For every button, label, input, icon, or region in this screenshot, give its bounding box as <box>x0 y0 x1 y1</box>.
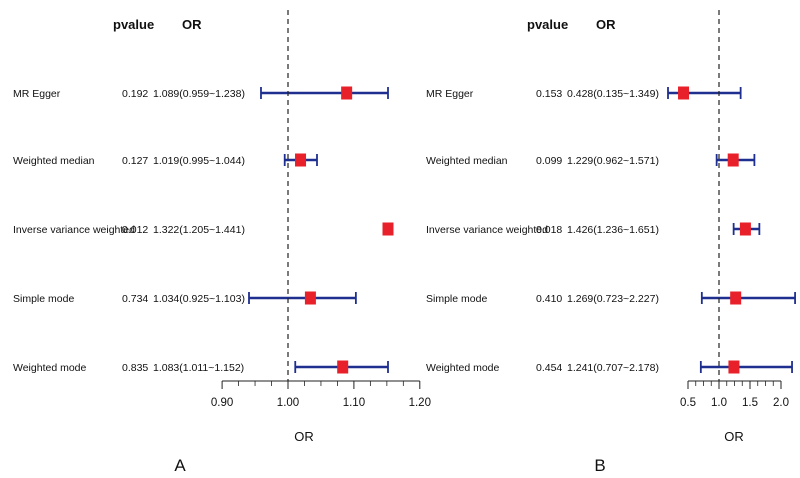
panel-a-x-axis-title: OR <box>294 429 314 444</box>
panel-a-method-label: Weighted median <box>13 155 95 167</box>
panel-b-pvalue: 0.099 <box>536 155 562 167</box>
panel-b-tick-label: 0.5 <box>680 397 696 409</box>
panel-b-x-axis: 0.5 1.0 1.5 2.0 <box>680 10 789 409</box>
panel-a-pvalue: 0.127 <box>122 155 148 167</box>
panel-a: pvalue OR OR A MR Egger 0.192 1.089(0.959~… <box>13 10 431 475</box>
panel-b-tick-label: 1.0 <box>711 397 727 409</box>
panel-a-pvalue-header: pvalue <box>113 17 154 32</box>
panel-a-point-estimate <box>341 86 353 100</box>
panel-b-pvalue: 0.018 <box>536 224 562 236</box>
panel-a-or-ci-text: 1.089(0.959~1.238) <box>153 88 245 100</box>
panel-b: pvalue OR OR B MR Egger 0.153 0.428(0.135~… <box>426 10 796 475</box>
panel-b-point-estimate <box>730 291 742 305</box>
panel-a-label: A <box>174 456 186 475</box>
panel-b-method-label: Weighted median <box>426 155 508 167</box>
panel-b-x-axis-title: OR <box>724 429 744 444</box>
panel-a-or-ci-text: 1.019(0.995~1.044) <box>153 155 245 167</box>
panel-a-pvalue: 0.192 <box>122 88 148 100</box>
panel-b-pvalue: 0.410 <box>536 293 562 305</box>
panel-b-pvalue-header: pvalue <box>527 17 568 32</box>
panel-b-or-ci-text: 0.428(0.135~1.349) <box>567 88 659 100</box>
panel-b-row: MR Egger 0.153 0.428(0.135~1.349) <box>426 86 742 100</box>
panel-a-tick-label: 1.00 <box>277 397 299 409</box>
panel-a-tick-label: 0.90 <box>211 397 233 409</box>
panel-a-tick-label: 1.20 <box>409 397 431 409</box>
panel-a-or-ci-text: 1.034(0.925~1.103) <box>153 293 245 305</box>
panel-b-row: Weighted mode 0.454 1.241(0.707~2.178) <box>426 360 793 374</box>
panel-b-or-ci-text: 1.229(0.962~1.571) <box>567 155 659 167</box>
panel-b-label: B <box>594 456 605 475</box>
panel-a-point-estimate <box>295 153 307 167</box>
panel-b-tick-label: 1.5 <box>742 397 758 409</box>
panel-b-method-label: Weighted mode <box>426 362 500 374</box>
panel-a-row: MR Egger 0.192 1.089(0.959~1.238) <box>13 86 389 100</box>
panel-b-point-estimate <box>739 222 751 236</box>
panel-a-pvalue: 0.835 <box>122 362 148 374</box>
panel-b-row: Weighted median 0.099 1.229(0.962~1.571) <box>426 153 756 167</box>
panel-a-x-axis: 0.90 1.00 1.10 1.20 <box>211 10 431 409</box>
panel-b-pvalue: 0.153 <box>536 88 562 100</box>
panel-b-or-ci-text: 1.426(1.236~1.651) <box>567 224 659 236</box>
panel-a-tick-label: 1.10 <box>343 397 365 409</box>
panel-a-method-label: Simple mode <box>13 293 74 305</box>
panel-b-or-ci-text: 1.241(0.707~2.178) <box>567 362 659 374</box>
panel-b-method-label: MR Egger <box>426 88 474 100</box>
panel-a-point-estimate <box>304 291 316 305</box>
panel-a-method-label: Inverse variance weighted <box>13 224 135 236</box>
panel-a-method-label: Weighted mode <box>13 362 87 374</box>
panel-b-point-estimate <box>727 153 739 167</box>
panel-b-method-label: Simple mode <box>426 293 487 305</box>
panel-b-point-estimate <box>728 360 740 374</box>
panel-b-or-header: OR <box>596 17 616 32</box>
panel-b-rows: MR Egger 0.153 0.428(0.135~1.349) Weighted … <box>426 86 796 374</box>
panel-a-row: Weighted median 0.127 1.019(0.995~1.044) <box>13 153 318 167</box>
panel-a-point-estimate <box>337 360 349 374</box>
panel-a-pvalue: 0.012 <box>122 224 148 236</box>
panel-a-or-ci-text: 1.083(1.011~1.152) <box>153 362 244 374</box>
panel-b-pvalue: 0.454 <box>536 362 562 374</box>
panel-b-method-label: Inverse variance weighted <box>426 224 548 236</box>
panel-b-tick-label: 2.0 <box>773 397 789 409</box>
panel-a-row: Weighted mode 0.835 1.083(1.011~1.152) <box>13 360 389 374</box>
panel-b-point-estimate <box>678 86 690 100</box>
panel-a-or-ci-text: 1.322(1.205~1.441) <box>153 224 245 236</box>
panel-a-pvalue: 0.734 <box>122 293 148 305</box>
panel-a-method-label: MR Egger <box>13 88 61 100</box>
panel-a-or-header: OR <box>182 17 202 32</box>
panel-b-or-ci-text: 1.269(0.723~2.227) <box>567 293 659 305</box>
panel-a-rows: MR Egger 0.192 1.089(0.959~1.238) Weighted … <box>13 86 394 374</box>
panel-a-row: Simple mode 0.734 1.034(0.925~1.103) <box>13 291 357 305</box>
panel-b-row: Simple mode 0.410 1.269(0.723~2.227) <box>426 291 796 305</box>
panel-a-point-estimate <box>382 222 394 236</box>
